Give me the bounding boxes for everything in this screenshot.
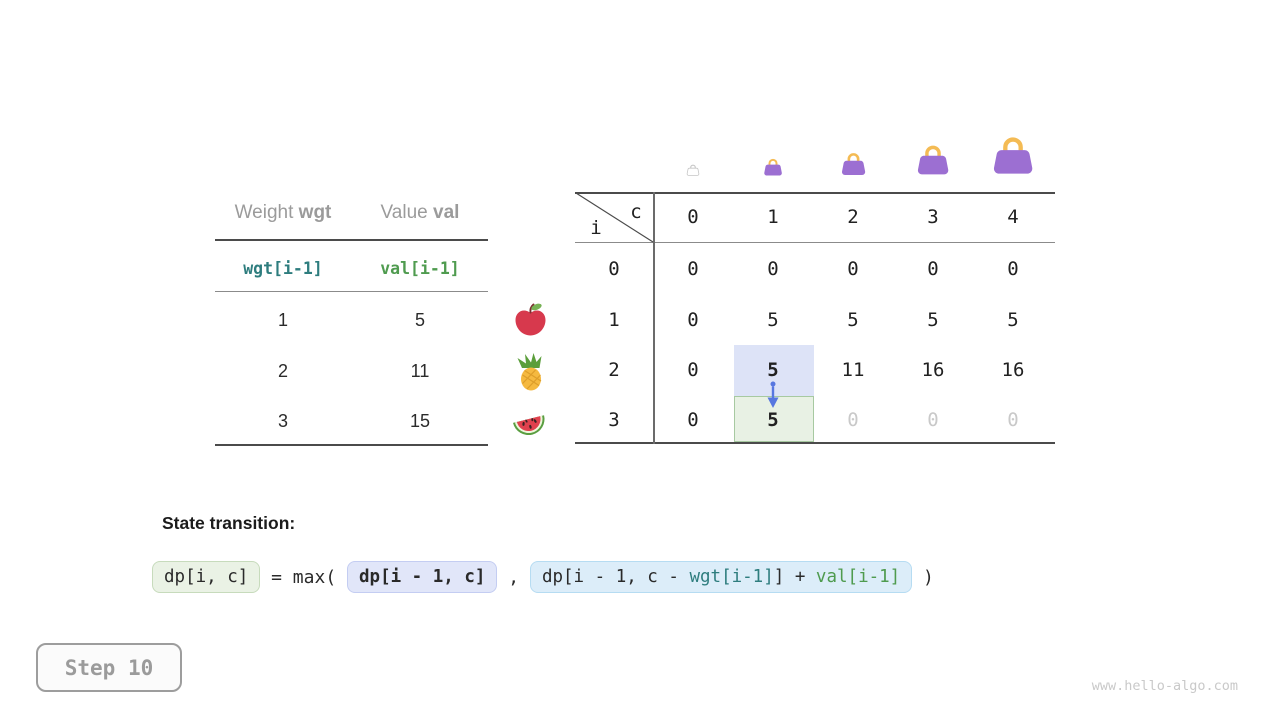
row-header-2: 2: [608, 359, 620, 381]
formula-eq-max: = max(: [260, 566, 347, 588]
dp-cell-0-3: 0: [927, 258, 939, 280]
dp-table-top-rule: [575, 192, 1055, 194]
bag-size-3-icon: [914, 139, 952, 177]
formula-arg1-box: dp[i - 1, c]: [347, 561, 498, 593]
wgt-index-code: wgt[i-1]: [243, 259, 323, 278]
item-3-weight: 3: [277, 411, 288, 431]
dp-cell-1-4: 5: [1007, 309, 1019, 331]
dp-cell-2-3: 16: [921, 359, 945, 381]
bag-size-4-icon: [989, 129, 1037, 177]
dp-cell-1-0: 0: [687, 309, 699, 331]
dp-cell-1-3: 5: [927, 309, 939, 331]
item-1-weight: 1: [277, 310, 288, 330]
dp-cell-3-2: 0: [847, 409, 859, 431]
item-2-weight: 2: [277, 361, 288, 381]
col-header-3: 3: [927, 206, 939, 228]
dp-cell-2-2: 11: [841, 359, 865, 381]
bag-empty-icon: [685, 161, 701, 177]
col-header-0: 0: [687, 206, 699, 228]
dp-cell-1-1: 5: [767, 309, 779, 331]
corner-col-var-label: c: [630, 201, 642, 223]
dp-cell-3-1: 5: [767, 409, 779, 431]
formula-arg2-plus: +: [784, 567, 816, 587]
value-label: Value: [380, 202, 434, 223]
dp-cell-0-4: 0: [1007, 258, 1019, 280]
formula-arg2-val: val[i-1]: [815, 567, 901, 587]
dp-cell-0-2: 0: [847, 258, 859, 280]
formula-arg2-bracket: ]: [773, 567, 785, 587]
items-table-bottom-rule: [215, 444, 488, 446]
item-2-value: 11: [410, 361, 430, 381]
formula-comma: ,: [497, 566, 530, 588]
weight-label: Weight: [234, 202, 299, 223]
formula-close-paren: ): [912, 566, 934, 588]
formula-arg2-box: dp[i - 1, c - wgt[i-1]] + val[i-1]: [529, 561, 913, 593]
items-table-top-rule: [215, 239, 488, 241]
items-header-value: Value val: [352, 200, 488, 226]
row-header-3: 3: [608, 409, 620, 431]
wgt-code-label: wgt: [298, 202, 332, 223]
formula-arg2-pre: dp[i - 1, c -: [541, 567, 690, 587]
step-badge: Step 10: [36, 643, 182, 692]
dp-cell-3-4: 0: [1007, 409, 1019, 431]
dp-table-bottom-rule: [575, 442, 1055, 444]
dp-table-header-rule: [575, 242, 1055, 243]
watermelon-icon: [512, 415, 545, 436]
val-code-label: val: [433, 202, 460, 223]
dp-cell-3-0: 0: [687, 409, 699, 431]
dp-cell-1-2: 5: [847, 309, 859, 331]
dp-cell-0-1: 0: [767, 258, 779, 280]
dp-table-vertical-rule: [653, 192, 655, 444]
col-header-4: 4: [1007, 206, 1019, 228]
row-header-0: 0: [608, 258, 620, 280]
dp-cell-2-4: 16: [1001, 359, 1025, 381]
item-3-value: 15: [409, 411, 431, 431]
items-table-mid-rule: [215, 291, 488, 292]
bag-size-1-icon: [762, 155, 784, 177]
item-1-value: 5: [414, 310, 425, 330]
formula-lhs-box: dp[i, c]: [152, 561, 261, 593]
corner-row-var-label: i: [590, 217, 602, 239]
state-transition-formula: dp[i, c] = max( dp[i - 1, c] , dp[i - 1,…: [152, 561, 934, 593]
dp-cell-2-0: 0: [687, 359, 699, 381]
row-header-1: 1: [608, 309, 620, 331]
dp-cell-3-3: 0: [927, 409, 939, 431]
corner-diagonal-line: [575, 192, 654, 243]
formula-heading: State transition:: [162, 513, 296, 533]
bag-size-2-icon: [839, 148, 868, 177]
val-index-code: val[i-1]: [380, 259, 460, 278]
col-header-1: 1: [767, 206, 779, 228]
dp-cell-2-1: 5: [767, 359, 779, 381]
pineapple-icon: [517, 353, 542, 391]
col-header-2: 2: [847, 206, 859, 228]
apple-icon: [515, 303, 546, 336]
dp-cell-0-0: 0: [687, 258, 699, 280]
formula-arg2-wgt: wgt[i-1]: [689, 567, 774, 587]
items-header-weight: Weight wgt: [215, 200, 351, 226]
watermark: www.hello-algo.com: [1091, 678, 1238, 694]
transition-arrow-icon: [767, 381, 779, 408]
